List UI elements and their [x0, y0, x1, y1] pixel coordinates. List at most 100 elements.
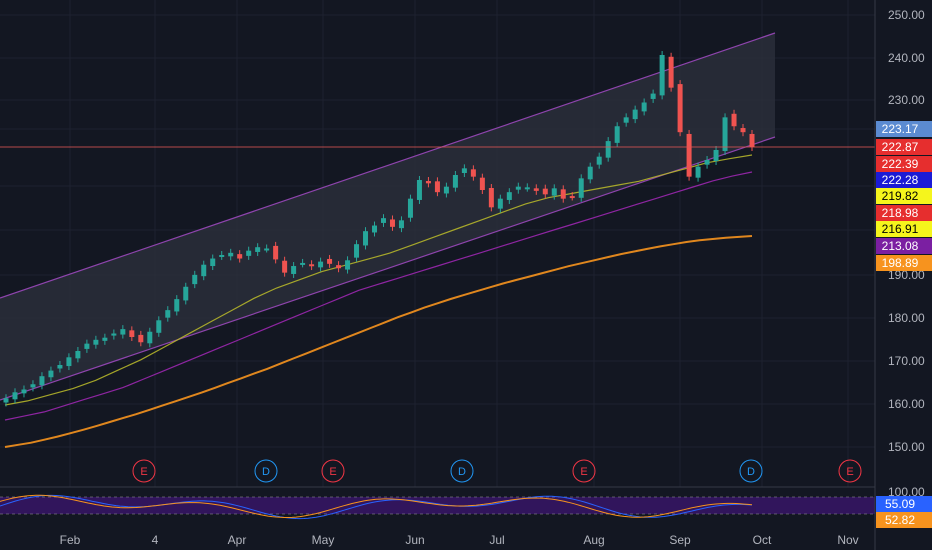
- candle-body: [372, 225, 378, 233]
- time-tick-label: Sep: [669, 533, 691, 547]
- event-marker[interactable]: [572, 459, 596, 483]
- candle-body: [461, 168, 467, 173]
- candle-body: [731, 113, 737, 127]
- channel-lower-line[interactable]: [0, 136, 776, 401]
- event-marker[interactable]: [132, 459, 156, 483]
- candle-body: [650, 93, 656, 99]
- candle-body: [596, 156, 602, 165]
- trend-channel[interactable]: [0, 32, 776, 401]
- candle-body: [524, 187, 530, 190]
- candle-body: [677, 84, 683, 133]
- candle-body: [659, 55, 665, 96]
- event-marker[interactable]: [321, 459, 345, 483]
- candle-body: [291, 266, 297, 274]
- candle-body: [713, 150, 719, 161]
- candle-body: [93, 339, 99, 345]
- ma-line-2: [4, 171, 753, 421]
- event-marker-label: D: [747, 466, 755, 478]
- candle-body: [21, 389, 27, 394]
- channel-fill: [0, 33, 775, 400]
- candle-body: [614, 126, 620, 143]
- price-tag-label: 222.39: [882, 157, 919, 171]
- price-tick-label: 230.00: [888, 93, 925, 107]
- candle-body: [228, 252, 234, 257]
- event-marker[interactable]: [254, 459, 278, 483]
- candle-body: [398, 220, 404, 229]
- oscillator-tag: [876, 496, 932, 512]
- price-tags: 223.17 222.87 222.39 222.28 219.82 218.98 216.…: [876, 121, 932, 528]
- candle-body: [363, 231, 369, 246]
- candle-body: [389, 219, 395, 227]
- oscillator-tag-label: 52.82: [885, 513, 915, 527]
- candle-body: [587, 166, 593, 180]
- candle-body: [578, 178, 584, 198]
- candle-body: [425, 181, 431, 184]
- price-tag-label: 222.28: [882, 173, 919, 187]
- time-tick-label: Aug: [583, 533, 604, 547]
- candle-body: [327, 258, 333, 264]
- candle-body: [641, 102, 647, 112]
- candle-body: [84, 343, 90, 349]
- candle-body: [129, 330, 135, 337]
- price-tag: [876, 172, 932, 188]
- ma-line-3: [4, 154, 753, 406]
- time-axis[interactable]: Feb 4 Apr May Jun Jul Aug Sep Oct Nov: [60, 533, 859, 547]
- price-tick-label: 250.00: [888, 8, 925, 22]
- event-marker-label: E: [329, 466, 336, 478]
- oscillator-d-line: [0, 494, 753, 518]
- oscillator-k-line: [0, 494, 753, 520]
- candle-body: [623, 117, 629, 123]
- candle-body: [165, 310, 171, 318]
- candle-body: [147, 331, 153, 344]
- candle-body: [282, 260, 288, 273]
- candle-body: [443, 186, 449, 194]
- candle-body: [488, 188, 494, 208]
- price-tick-label: 180.00: [888, 311, 925, 325]
- candle-body: [237, 254, 243, 259]
- price-tag: [876, 156, 932, 172]
- event-marker-label: E: [846, 466, 853, 478]
- candle-body: [12, 392, 18, 400]
- candle-body: [336, 265, 342, 269]
- candle-body: [201, 264, 207, 277]
- price-axis[interactable]: 150.00 160.00 170.00 180.00 190.00 230.00 240.…: [874, 0, 932, 550]
- candle-body: [3, 398, 9, 403]
- candle-body: [300, 262, 306, 265]
- time-tick-label: Apr: [228, 533, 247, 547]
- price-tick-label: 190.00: [888, 268, 925, 282]
- candle-body: [740, 128, 746, 133]
- event-marker[interactable]: [450, 459, 474, 483]
- candle-body: [416, 180, 422, 200]
- price-tick-label: 170.00: [888, 354, 925, 368]
- time-tick-label: Feb: [60, 533, 81, 547]
- candle-body: [309, 264, 315, 267]
- candle-body: [452, 175, 458, 188]
- ma-line-1: [4, 235, 753, 448]
- oscillator-band: [0, 497, 875, 514]
- time-tick-label: May: [312, 533, 335, 547]
- candle-body: [120, 329, 126, 335]
- price-axis-background: [875, 0, 932, 550]
- candle-body: [605, 141, 611, 158]
- candle-body: [380, 218, 386, 223]
- price-tag: [876, 188, 932, 204]
- candle-body: [722, 117, 728, 151]
- price-tag-label: 216.91: [882, 222, 919, 236]
- candle-body: [551, 188, 557, 196]
- candle-body: [183, 286, 189, 301]
- price-tag-label: 218.98: [882, 206, 919, 220]
- candle-body: [515, 186, 521, 190]
- time-tick-label: Jun: [405, 533, 424, 547]
- candle-body: [246, 250, 252, 256]
- channel-upper-line[interactable]: [0, 32, 776, 299]
- price-tag-label: 198.89: [882, 256, 919, 270]
- candle-body: [66, 357, 72, 367]
- event-marker[interactable]: [739, 459, 763, 483]
- candle-body: [542, 188, 548, 195]
- candle-body: [345, 260, 351, 270]
- candle-body: [668, 56, 674, 88]
- candle-body: [138, 334, 144, 343]
- event-marker[interactable]: [838, 459, 862, 483]
